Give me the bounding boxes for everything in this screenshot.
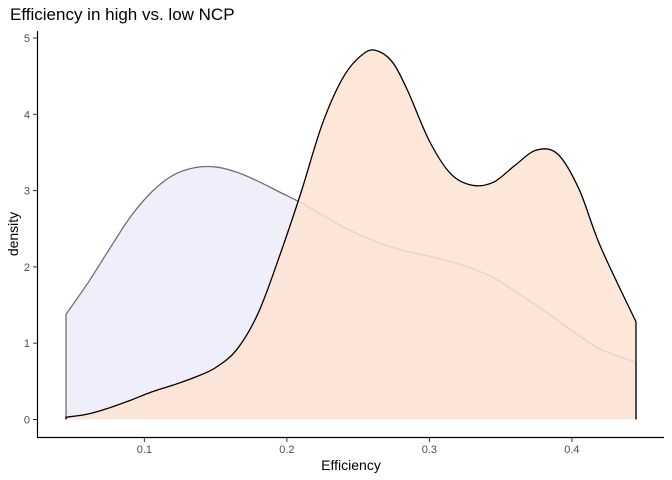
x-tick-label: 0.4	[564, 444, 579, 456]
y-tick-label: 3	[24, 186, 30, 198]
y-tick-label: 1	[24, 338, 30, 350]
y-tick-label: 5	[24, 33, 30, 45]
x-tick-label: 0.3	[422, 444, 437, 456]
y-tick-label: 0	[24, 415, 30, 427]
x-tick-label: 0.1	[137, 444, 152, 456]
y-axis-ticks: 0 1 2 3 4 5	[24, 33, 37, 427]
x-axis-ticks: 0.1 0.2 0.3 0.4	[137, 438, 580, 456]
chart-title: Efficiency in high vs. low NCP	[10, 5, 235, 24]
density-area-2	[66, 49, 636, 420]
y-tick-label: 2	[24, 262, 30, 274]
density-line-2	[65, 49, 637, 420]
plot-area	[65, 49, 637, 420]
y-tick-label: 4	[24, 109, 30, 121]
y-axis-label: density	[5, 212, 21, 256]
x-axis-label: Efficiency	[321, 457, 381, 473]
x-tick-label: 0.2	[279, 444, 294, 456]
